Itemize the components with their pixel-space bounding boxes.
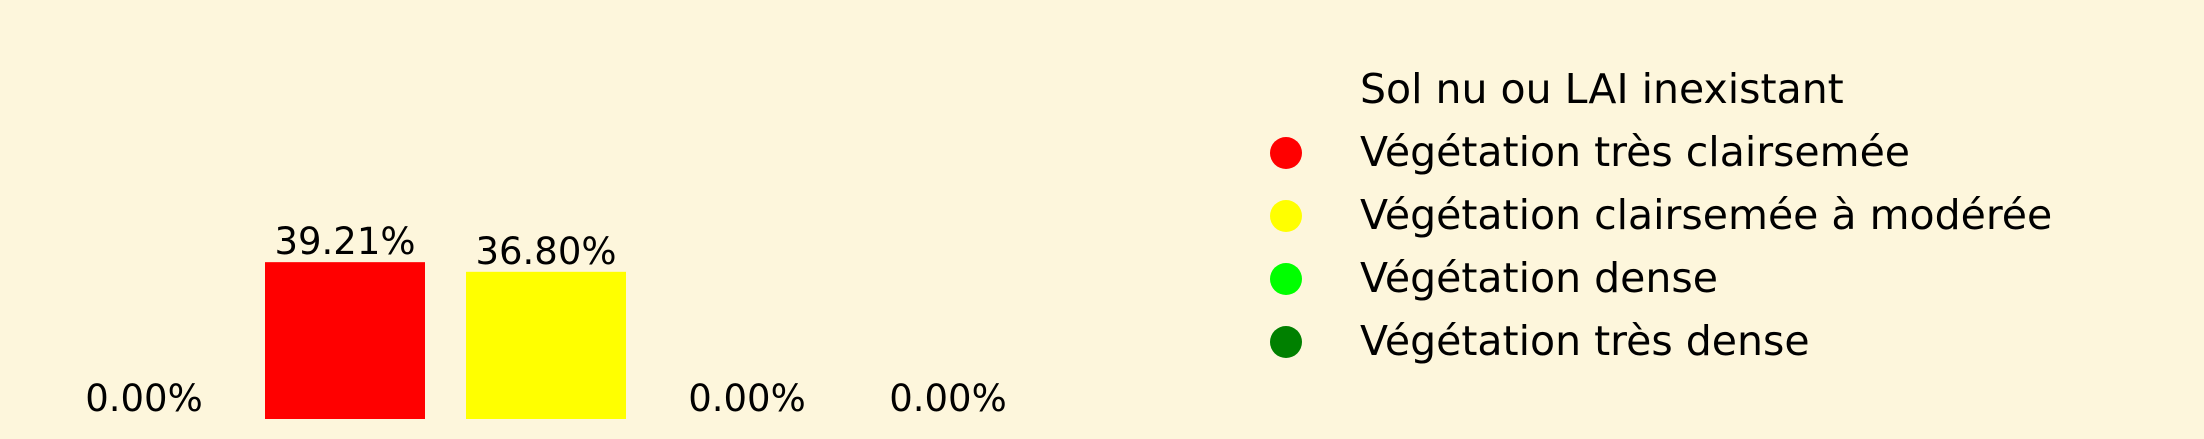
legend-label-tres-dense: Végétation très dense	[1360, 317, 1810, 365]
data-label-tres-clairsemee: 39.21%	[274, 220, 415, 263]
data-label-tres-dense: 0.00%	[889, 377, 1007, 420]
legend: Sol nu ou LAI inexistant Végétation très…	[1270, 58, 2052, 373]
legend-label-sol-nu: Sol nu ou LAI inexistant	[1360, 65, 1844, 113]
bar-tres-clairsemee	[265, 262, 425, 419]
bar-clairsemee-moderee	[466, 271, 626, 419]
legend-marker-dense	[1270, 262, 1302, 295]
data-label-clairsemee-moderee: 36.80%	[475, 230, 616, 273]
legend-marker-tres-dense	[1270, 325, 1302, 358]
legend-item-clairsemee-moderee: Végétation clairsemée à modérée	[1270, 184, 2052, 247]
data-label-dense: 0.00%	[688, 377, 806, 420]
bar-plot: 0.00% 39.21% 36.80% 0.00% 0.00%	[85, 220, 1007, 420]
legend-label-tres-clairsemee: Végétation très clairsemée	[1360, 128, 1911, 176]
legend-marker-clairsemee-moderee	[1270, 199, 1302, 232]
legend-label-dense: Végétation dense	[1360, 254, 1718, 302]
legend-marker-tres-clairsemee	[1270, 136, 1302, 169]
data-label-sol-nu: 0.00%	[85, 377, 203, 420]
legend-marker-sol-nu	[1270, 73, 1302, 106]
legend-item-tres-clairsemee: Végétation très clairsemée	[1270, 121, 2052, 184]
legend-item-dense: Végétation dense	[1270, 247, 2052, 310]
legend-item-sol-nu: Sol nu ou LAI inexistant	[1270, 58, 2052, 121]
legend-label-clairsemee-moderee: Végétation clairsemée à modérée	[1360, 191, 2053, 239]
legend-item-tres-dense: Végétation très dense	[1270, 310, 2052, 373]
